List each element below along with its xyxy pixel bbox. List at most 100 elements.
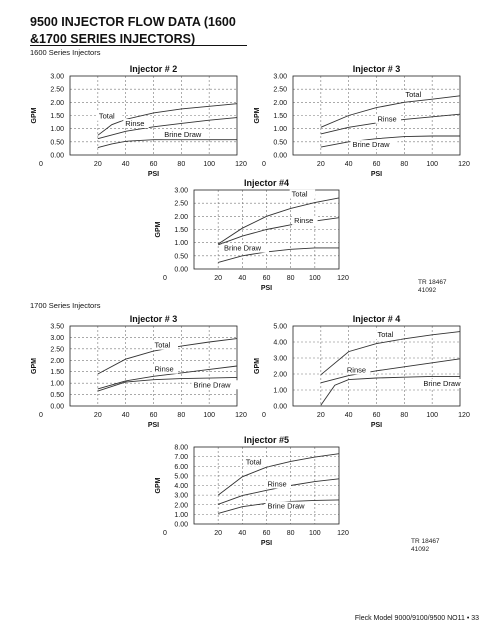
y-tick-label: 3.00 (174, 493, 188, 500)
y-tick-label: 8.00 (174, 445, 188, 452)
series-label: Rinse (294, 216, 313, 225)
section-1700-label: 1700 Series Injectors (30, 301, 101, 310)
chart-5: 0.00 1.00 2.00 3.00 4.00 5.00 0 20 40 60 80 100 120 P… (254, 314, 470, 429)
x-tick-label: 100 (309, 530, 321, 537)
chart-title: Injector # 3 (353, 64, 401, 74)
series-label: Total (292, 190, 308, 199)
plot-frame (193, 446, 340, 525)
y-tick-label: 0.00 (50, 404, 64, 411)
chart-1: 0.00 0.50 1.00 1.50 2.00 2.50 3.00 0 20 40 60 80 100… (31, 64, 247, 178)
series-label: Rinse (347, 365, 366, 374)
x-tick-label: 120 (337, 275, 349, 282)
y-tick-label: 2.50 (50, 87, 64, 94)
x-tick-label: 80 (177, 412, 185, 419)
series-line-total (97, 103, 238, 136)
x-tick-label: 40 (238, 275, 246, 282)
y-tick-label: 2.00 (50, 358, 64, 365)
tr-code-bottom: TR 18467 41092 (411, 538, 440, 554)
tr-code-bottom-ref: 41092 (411, 546, 430, 553)
series-label: Brine Draw (423, 379, 461, 388)
y-tick-label: 1.00 (273, 126, 287, 133)
series-label-bg (421, 379, 469, 388)
series-line-brine-draw (320, 375, 460, 406)
x-tick-label: 100 (426, 412, 438, 419)
y-axis-label: GPM (31, 358, 38, 374)
y-tick-label: 1.00 (273, 388, 287, 395)
y-tick-label: 5.00 (174, 473, 188, 480)
tr-code-top: TR 18467 41092 (418, 279, 447, 295)
series-label: Brine Draw (352, 140, 390, 149)
x-axis-label: PSI (261, 285, 272, 292)
chart-title: Injector # 2 (130, 64, 178, 74)
y-tick-label: 3.00 (174, 188, 188, 195)
series-label: Rinse (268, 479, 287, 488)
series-label: Rinse (125, 119, 144, 128)
series-line-brine-draw (97, 376, 238, 392)
plot-frame (292, 75, 461, 156)
x-tick-label: 120 (458, 161, 470, 168)
series-label-bg (265, 479, 291, 489)
y-tick-label: 0.00 (50, 153, 64, 160)
y-tick-label: 0.00 (273, 153, 287, 160)
series-label-bg (152, 364, 178, 374)
y-tick-label: 3.50 (50, 324, 64, 331)
y-tick-label: 0.00 (273, 404, 287, 411)
x-axis-label: PSI (371, 171, 382, 178)
series-label: Total (99, 112, 115, 121)
y-tick-label: 4.00 (273, 340, 287, 347)
x-axis-label: PSI (261, 540, 272, 547)
title-line-2: &1700 SERIES INJECTORS) (30, 32, 196, 46)
x-tick-label: 0 (163, 530, 167, 537)
x-tick-label: 80 (400, 412, 408, 419)
x-tick-label: 60 (150, 412, 158, 419)
series-label-bg (289, 189, 316, 199)
series-line-total (320, 95, 461, 128)
series-label-bg (375, 114, 401, 124)
x-tick-label: 60 (263, 275, 271, 282)
y-tick-label: 5.00 (273, 324, 287, 331)
x-tick-label: 40 (122, 412, 130, 419)
y-tick-label: 1.50 (273, 113, 287, 120)
y-tick-label: 2.50 (50, 346, 64, 353)
x-tick-label: 40 (122, 161, 130, 168)
chart-title: Injector # 4 (353, 314, 401, 324)
chart-6: 0.00 1.00 2.00 3.00 4.00 5.00 6.00 7.00 8.00 0 20 4… (155, 435, 349, 547)
series-line-brine-draw (218, 247, 339, 263)
series-label: Total (378, 330, 394, 339)
tr-code-top-number: TR 18467 (418, 279, 447, 286)
x-tick-label: 60 (150, 161, 158, 168)
x-tick-label: 20 (214, 275, 222, 282)
x-tick-label: 40 (345, 412, 353, 419)
x-tick-label: 120 (337, 530, 349, 537)
x-tick-label: 60 (263, 530, 271, 537)
x-tick-label: 80 (177, 161, 185, 168)
y-tick-label: 3.00 (273, 74, 287, 81)
tr-code-bottom-number: TR 18467 (411, 538, 440, 545)
series-line-total (217, 197, 340, 245)
x-tick-label: 120 (235, 412, 247, 419)
title-line-1: 9500 INJECTOR FLOW DATA (1600 (30, 15, 236, 29)
series-label-bg (344, 365, 371, 375)
y-tick-label: 0.50 (50, 392, 64, 399)
series-line-total (217, 453, 340, 496)
series-label-bg (375, 330, 401, 340)
series-label: Total (405, 90, 421, 99)
y-tick-label: 3.00 (273, 356, 287, 363)
chart-2: 0.00 0.50 1.00 1.50 2.00 2.50 3.00 0 20 40 60 80 100… (254, 64, 470, 178)
y-tick-label: 1.00 (174, 240, 188, 247)
y-tick-label: 0.50 (273, 139, 287, 146)
series-line-rinse (320, 358, 461, 384)
plot-frame (292, 325, 461, 407)
x-tick-label: 100 (203, 161, 215, 168)
series-label: Rinse (155, 365, 174, 374)
y-tick-label: 2.00 (50, 100, 64, 107)
y-axis-label: GPM (155, 221, 162, 237)
series-label-bg (123, 119, 149, 129)
x-tick-label: 20 (94, 412, 102, 419)
y-tick-label: 1.00 (50, 381, 64, 388)
series-line-rinse (97, 365, 238, 390)
series-line-brine-draw (97, 139, 237, 149)
series-label: Brine Draw (193, 380, 231, 389)
series-label: Brine Draw (268, 502, 306, 511)
y-tick-label: 1.00 (50, 126, 64, 133)
